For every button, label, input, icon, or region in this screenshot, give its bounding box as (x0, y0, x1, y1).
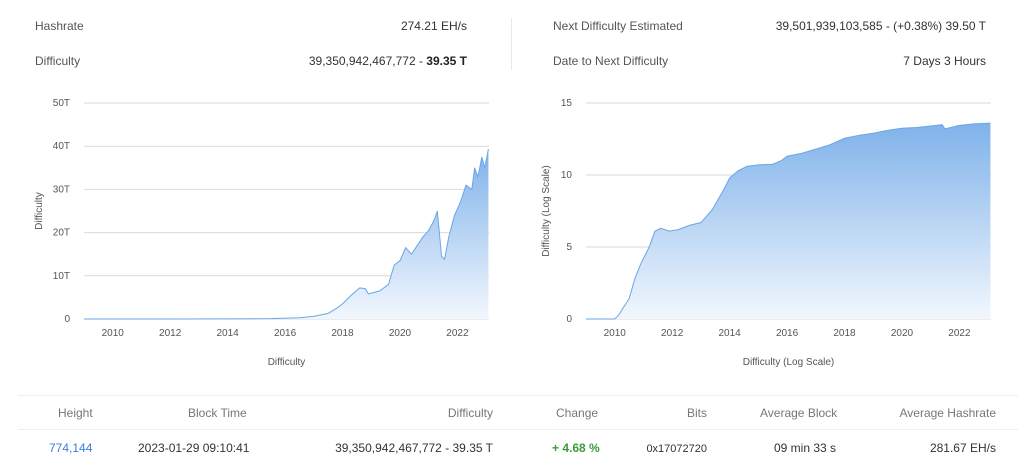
y-axis-title: Difficulty (Log Scale) (541, 165, 552, 257)
x-tick-label: 2020 (389, 328, 412, 339)
x-tick-label: 2020 (891, 328, 914, 339)
y-tick-label: 15 (561, 98, 573, 109)
x-tick-label: 2022 (446, 328, 469, 339)
next-difficulty-value: 39,501,939,103,585 - (+0.38%) 39.50 T (775, 19, 986, 33)
y-tick-label: 50T (53, 98, 70, 109)
header-change: Change (556, 406, 599, 420)
difficulty-table: Height Block Time Difficulty Change Bits… (18, 395, 1018, 464)
difficulty-full: 39,350,942,467,772 (308, 54, 416, 68)
x-tick-label: 2022 (948, 328, 971, 339)
average-block-cell: 09 min 33 s (774, 441, 837, 455)
difficulty-area (586, 123, 991, 319)
difficulty-separator: - (415, 54, 427, 68)
block-time-cell: 2023-01-29 09:10:41 (138, 441, 250, 455)
difficulty-short: 39.35 T (426, 54, 467, 68)
difficulty-area (84, 149, 489, 319)
y-axis-title: Difficulty (34, 192, 45, 230)
header-average-hashrate: Average Hashrate (899, 406, 996, 420)
difficulty-value: 39,350,942,467,772 - 39.35 T (309, 54, 467, 68)
difficulty-label: Difficulty (35, 54, 81, 68)
header-block-time: Block Time (188, 406, 247, 420)
x-axis-title: Difficulty (Log Scale) (743, 357, 835, 368)
x-tick-label: 2014 (216, 328, 239, 339)
x-tick-label: 2016 (776, 328, 799, 339)
header-bits: Bits (686, 406, 707, 420)
difficulty-chart: 0 10T 20T 30T 40T 50T 2010 2012 2014 2016 2018 2020… (34, 98, 489, 368)
table-top-border (18, 395, 1018, 396)
difficulty-log-chart: 0 5 10 15 2010 2012 2014 2016 2018 2020 2022 Diffic… (541, 98, 991, 368)
x-tick-label: 2012 (159, 328, 182, 339)
hashrate-label: Hashrate (35, 19, 84, 33)
header-average-block: Average Block (760, 406, 838, 420)
average-hashrate-cell: 281.67 EH/s (929, 441, 996, 455)
x-tick-label: 2018 (833, 328, 856, 339)
y-tick-label: 0 (64, 314, 70, 325)
y-tick-label: 10 (561, 170, 573, 181)
x-axis-title: Difficulty (268, 357, 306, 368)
date-next-difficulty-value: 7 Days 3 Hours (903, 54, 986, 68)
table-header: Height Block Time Difficulty Change Bits… (18, 396, 1018, 430)
y-tick-label: 0 (566, 314, 572, 325)
x-tick-label: 2010 (102, 328, 125, 339)
difficulty-series-line (586, 122, 991, 320)
change-cell: + 4.68 % (552, 441, 600, 455)
x-tick-label: 2018 (331, 328, 354, 339)
x-tick-label: 2014 (718, 328, 741, 339)
x-tick-label: 2010 (604, 328, 627, 339)
difficulty-cell: 39,350,942,467,772 - 39.35 T (335, 441, 493, 455)
x-tick-label: 2016 (274, 328, 297, 339)
bits-cell: 0x17072720 (646, 443, 707, 455)
stats-panel: Hashrate 274.21 EH/s Difficulty 39,350,9… (0, 0, 1024, 90)
difficulty-series-line (84, 148, 489, 320)
hashrate-value: 274.21 EH/s (400, 19, 467, 33)
y-tick-label: 20T (53, 228, 70, 239)
x-tick-label: 2012 (661, 328, 684, 339)
y-tick-label: 40T (53, 141, 70, 152)
date-next-difficulty-label: Date to Next Difficulty (553, 54, 669, 68)
next-difficulty-label: Next Difficulty Estimated (553, 19, 683, 33)
stats-divider (511, 18, 512, 70)
header-height: Height (58, 406, 93, 420)
table-row: 774,144 2023-01-29 09:10:41 39,350,942,4… (18, 430, 1018, 464)
header-difficulty: Difficulty (447, 406, 493, 420)
y-tick-label: 5 (566, 242, 572, 253)
y-tick-label: 30T (53, 184, 70, 195)
y-tick-label: 10T (53, 271, 70, 282)
block-height-link[interactable]: 774,144 (49, 441, 93, 455)
